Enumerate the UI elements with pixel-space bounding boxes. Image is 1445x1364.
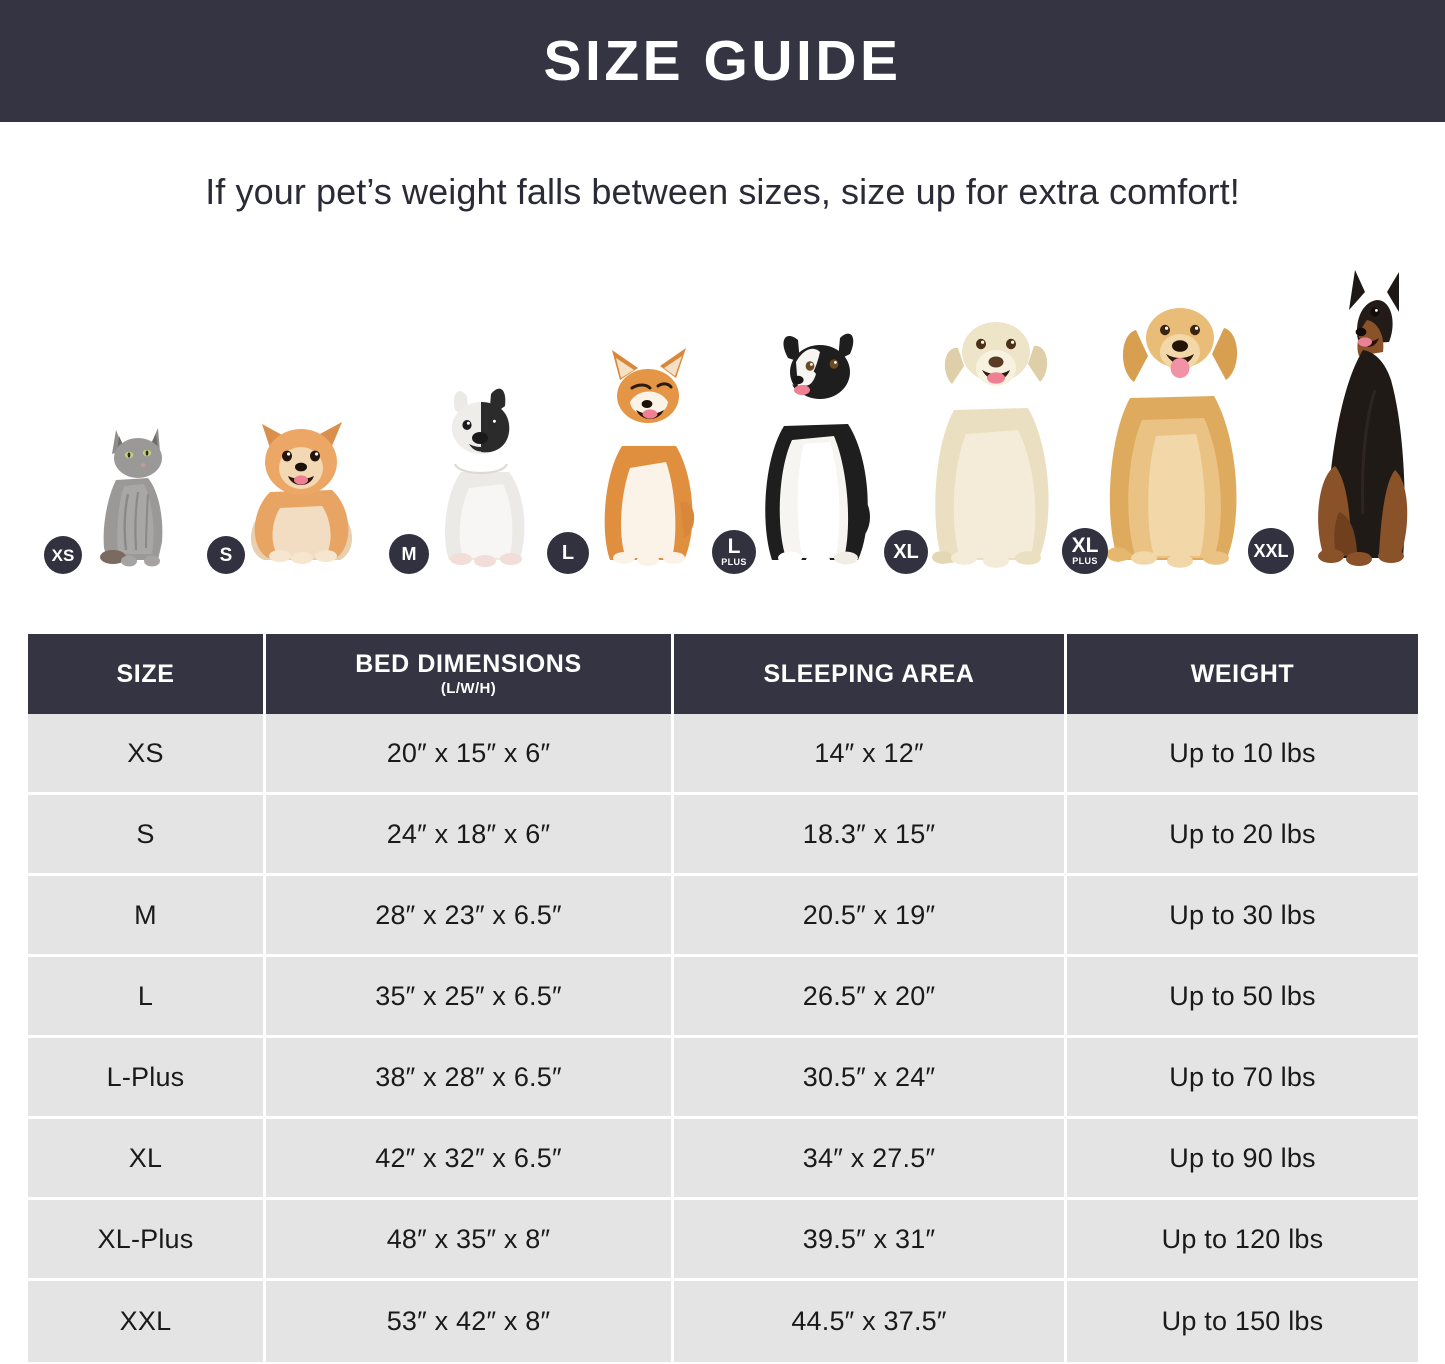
size-badge-xxl: XXL: [1248, 528, 1294, 574]
column-header-weight-label: WEIGHT: [1190, 659, 1295, 688]
cell-weight: Up to 30 lbs: [1067, 876, 1418, 957]
animal-cell-xl: XL: [880, 262, 1075, 592]
cell-sleeping: 14″ x 12″: [674, 714, 1067, 795]
dog-silhouette-m-icon: [425, 380, 543, 568]
cell-weight: Up to 20 lbs: [1067, 795, 1418, 876]
size-badge-xl-label: XL: [893, 541, 919, 563]
cell-bed: 53″ x 42″ x 8″: [266, 1281, 674, 1362]
size-badge-xxl-label: XXL: [1253, 541, 1289, 561]
cell-bed: 42″ x 32″ x 6.5″: [266, 1119, 674, 1200]
cell-bed: 48″ x 35″ x 8″: [266, 1200, 674, 1281]
cell-weight: Up to 50 lbs: [1067, 957, 1418, 1038]
animal-cell-l-plus: L PLUS: [710, 262, 895, 592]
table-row: XL-Plus 48″ x 35″ x 8″ 39.5″ x 31″ Up to…: [28, 1200, 1418, 1281]
cell-weight: Up to 90 lbs: [1067, 1119, 1418, 1200]
cell-bed: 20″ x 15″ x 6″: [266, 714, 674, 795]
column-header-bed-dimensions: BED DIMENSIONS (L/W/H): [266, 634, 674, 714]
size-badge-m: M: [389, 534, 429, 574]
subtitle-row: If your pet’s weight falls between sizes…: [0, 122, 1445, 262]
size-chart-table: SIZE BED DIMENSIONS (L/W/H) SLEEPING ARE…: [28, 634, 1418, 1362]
cell-size: XL-Plus: [28, 1200, 266, 1281]
size-badge-xl-plus-sublabel: PLUS: [1072, 556, 1098, 566]
cell-sleeping: 18.3″ x 15″: [674, 795, 1067, 876]
cell-sleeping: 30.5″ x 24″: [674, 1038, 1067, 1119]
cell-bed: 28″ x 23″ x 6.5″: [266, 876, 674, 957]
table-row: XL 42″ x 32″ x 6.5″ 34″ x 27.5″ Up to 90…: [28, 1119, 1418, 1200]
size-badge-l-plus-label: L: [727, 535, 741, 558]
table-row: L-Plus 38″ x 28″ x 6.5″ 30.5″ x 24″ Up t…: [28, 1038, 1418, 1119]
column-header-bed-dimensions-label: BED DIMENSIONS: [355, 649, 582, 678]
size-badge-l: L: [547, 532, 589, 574]
dog-silhouette-l-icon: [584, 342, 716, 568]
size-badge-l-label: L: [561, 542, 575, 564]
size-badge-xl: XL: [884, 530, 928, 574]
cell-sleeping: 44.5″ x 37.5″: [674, 1281, 1067, 1362]
animal-size-comparison-row: XS: [0, 262, 1445, 592]
size-badge-l-plus-sublabel: PLUS: [721, 557, 747, 567]
cell-sleeping: 39.5″ x 31″: [674, 1200, 1067, 1281]
header-band: SIZE GUIDE: [0, 0, 1445, 122]
size-badge-xs: XS: [44, 536, 82, 574]
cell-size: XS: [28, 714, 266, 795]
cell-weight: Up to 150 lbs: [1067, 1281, 1418, 1362]
cell-size: XL: [28, 1119, 266, 1200]
column-header-bed-dimensions-sublabel: (L/W/H): [440, 680, 497, 698]
animal-cell-xxl: XXL: [1248, 262, 1443, 592]
cell-bed: 38″ x 28″ x 6.5″: [266, 1038, 674, 1119]
size-badge-s: S: [207, 536, 245, 574]
dog-silhouette-xl-icon: [918, 300, 1076, 568]
cell-bed: 35″ x 25″ x 6.5″: [266, 957, 674, 1038]
size-badge-l-plus: L PLUS: [712, 530, 756, 574]
cell-sleeping: 34″ x 27.5″: [674, 1119, 1067, 1200]
animal-cell-m: M: [385, 262, 550, 592]
dog-silhouette-l-plus-icon: [748, 318, 894, 568]
subtitle-text: If your pet’s weight falls between sizes…: [205, 171, 1240, 212]
table-header-row: SIZE BED DIMENSIONS (L/W/H) SLEEPING ARE…: [28, 634, 1418, 714]
table-header: SIZE BED DIMENSIONS (L/W/H) SLEEPING ARE…: [28, 634, 1418, 714]
page-title: SIZE GUIDE: [543, 28, 902, 93]
table-row: XXL 53″ x 42″ x 8″ 44.5″ x 37.5″ Up to 1…: [28, 1281, 1418, 1362]
size-badge-s-label: S: [219, 544, 233, 566]
cell-sleeping: 20.5″ x 19″: [674, 876, 1067, 957]
column-header-weight: WEIGHT: [1067, 634, 1418, 714]
cat-silhouette-xs-icon: [72, 420, 182, 568]
size-badge-xs-label: XS: [51, 545, 75, 565]
table-body: XS 20″ x 15″ x 6″ 14″ x 12″ Up to 10 lbs…: [28, 714, 1418, 1362]
cell-size: XXL: [28, 1281, 266, 1362]
column-header-size: SIZE: [28, 634, 266, 714]
cell-weight: Up to 70 lbs: [1067, 1038, 1418, 1119]
cell-weight: Up to 10 lbs: [1067, 714, 1418, 795]
cell-size: M: [28, 876, 266, 957]
table-row: M 28″ x 23″ x 6.5″ 20.5″ x 19″ Up to 30 …: [28, 876, 1418, 957]
column-header-sleeping-area-label: SLEEPING AREA: [763, 659, 975, 688]
animal-cell-xs: XS: [40, 262, 190, 592]
size-badge-xl-plus-label: XL: [1071, 534, 1099, 557]
table-row: XS 20″ x 15″ x 6″ 14″ x 12″ Up to 10 lbs: [28, 714, 1418, 795]
cell-bed: 24″ x 18″ x 6″: [266, 795, 674, 876]
size-badge-m-label: M: [401, 544, 417, 564]
animal-cell-xl-plus: XL PLUS: [1060, 262, 1260, 592]
column-header-sleeping-area: SLEEPING AREA: [674, 634, 1067, 714]
dog-silhouette-xl-plus-icon: [1096, 286, 1264, 568]
cell-size: L-Plus: [28, 1038, 266, 1119]
dog-silhouette-xxl-icon: [1279, 270, 1443, 568]
cell-sleeping: 26.5″ x 20″: [674, 957, 1067, 1038]
animal-cell-s: S: [205, 262, 365, 592]
cell-size: L: [28, 957, 266, 1038]
table-row: S 24″ x 18″ x 6″ 18.3″ x 15″ Up to 20 lb…: [28, 795, 1418, 876]
column-header-size-label: SIZE: [116, 659, 175, 688]
size-badge-xl-plus: XL PLUS: [1062, 528, 1108, 574]
dog-silhouette-s-icon: [240, 408, 362, 568]
cell-weight: Up to 120 lbs: [1067, 1200, 1418, 1281]
table-row: L 35″ x 25″ x 6.5″ 26.5″ x 20″ Up to 50 …: [28, 957, 1418, 1038]
animal-cell-l: L: [545, 262, 720, 592]
cell-size: S: [28, 795, 266, 876]
